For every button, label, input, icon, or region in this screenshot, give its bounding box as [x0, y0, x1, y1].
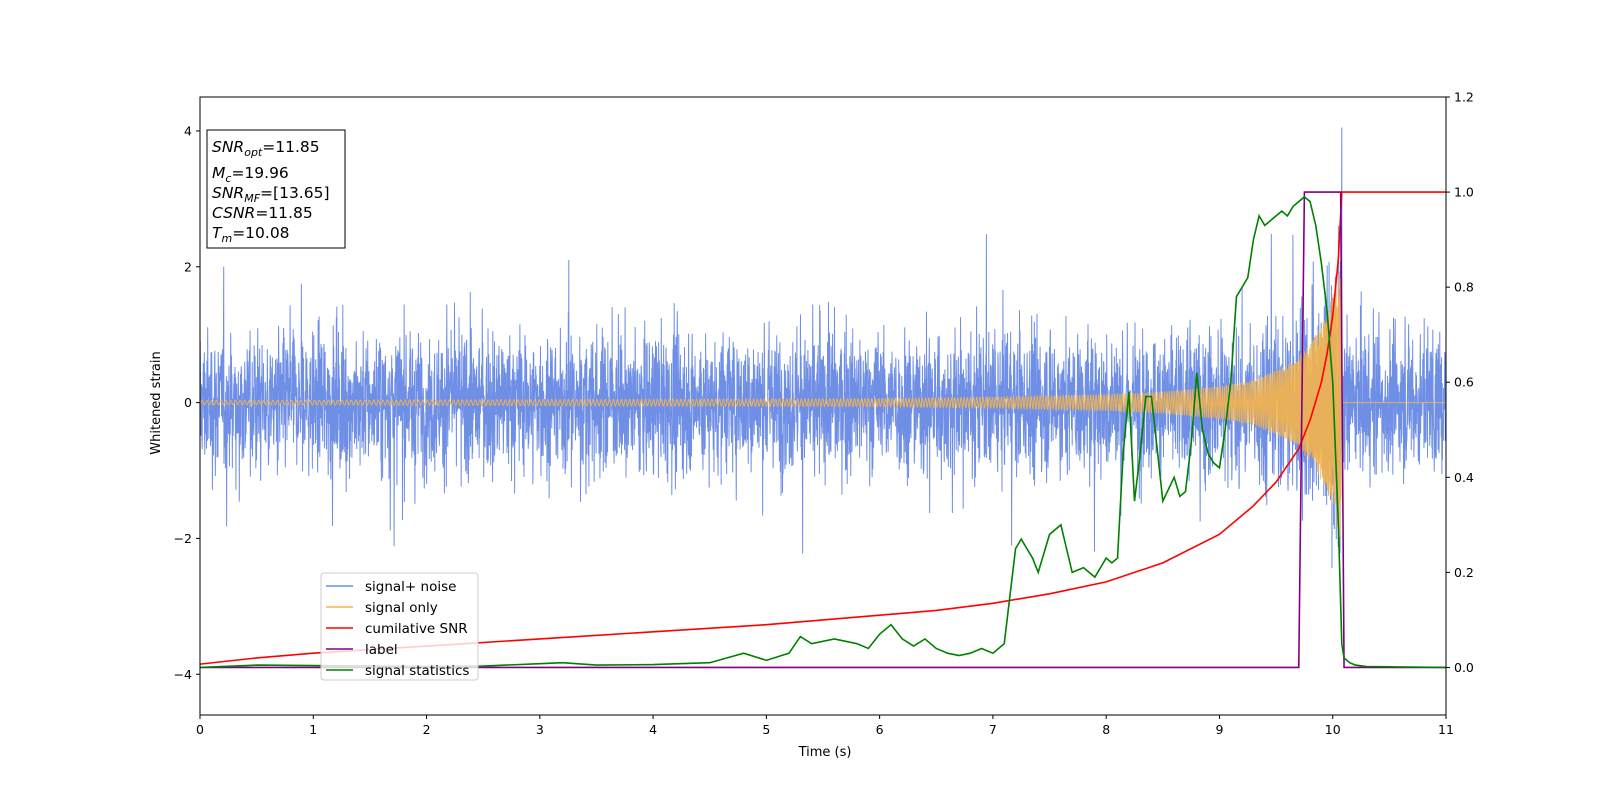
- y-axis-label: Whitened strain: [149, 351, 164, 454]
- plot-frame: [199, 96, 1447, 716]
- x-tick-label: 2: [423, 722, 431, 737]
- legend-label: label: [365, 642, 398, 658]
- y2-tick-label: 1.0: [1454, 185, 1474, 200]
- y-tick-label: 2: [184, 259, 192, 274]
- info-snr-opt: SNRopt=11.85: [212, 138, 320, 159]
- x-tick-label: 8: [1102, 722, 1110, 737]
- y2-tick-label: 0.8: [1454, 280, 1474, 295]
- info-tm: Tm=10.08: [212, 224, 290, 245]
- legend-label: signal+ noise: [365, 579, 456, 595]
- x-tick-label: 1: [309, 722, 317, 737]
- x-tick-label: 5: [762, 722, 770, 737]
- y-tick-label: 0: [184, 395, 192, 410]
- legend-box: [320, 572, 479, 681]
- y2-tick-label: 0.6: [1454, 375, 1474, 390]
- series-signal-only-line: [200, 262, 1446, 538]
- x-tick-label: 3: [536, 722, 544, 737]
- axes: 0 1 2 3 4 5 6 7 8 9 10 11 4 2 0 −2 −4 1.2 1.0 0.8 0.6 0.4 0.2 0…: [174, 90, 1474, 738]
- x-tick-label: 9: [1215, 722, 1223, 737]
- info-csnr: CSNR=11.85: [212, 204, 313, 222]
- series-cumulative-snr-line: [200, 191, 1446, 665]
- series-signal-statistics-line: [200, 195, 1446, 669]
- series-label-line: [200, 191, 1446, 669]
- y2-tick-label: 0.2: [1454, 565, 1474, 580]
- y-tick-label: 4: [184, 123, 192, 138]
- legend-label: signal only: [365, 600, 438, 616]
- legend-label: cumilative SNR: [365, 621, 468, 637]
- x-tick-label: 0: [196, 722, 204, 737]
- info-snr-mf: SNRMF=[13.65]: [212, 184, 330, 205]
- y-tick-label: −2: [174, 531, 192, 546]
- y2-tick-label: 0.4: [1454, 470, 1474, 485]
- y2-tick-label: 0.0: [1454, 660, 1474, 675]
- x-tick-label: 7: [989, 722, 997, 737]
- x-tick-label: 11: [1438, 722, 1454, 737]
- x-axis-label: Time (s): [798, 745, 852, 760]
- info-box: SNRopt=11.85 Mc=19.96 SNRMF=[13.65] CSNR…: [206, 129, 346, 249]
- plot-area: [200, 127, 1446, 669]
- x-tick-label: 10: [1325, 722, 1341, 737]
- x-tick-label: 6: [876, 722, 884, 737]
- legend-label: signal statistics: [365, 663, 469, 679]
- y2-tick-label: 1.2: [1454, 90, 1474, 105]
- legend: signal+ noise signal only cumilative SNR la…: [320, 572, 479, 681]
- x-tick-label: 4: [649, 722, 657, 737]
- series-signal-noise-line: [200, 127, 1446, 569]
- y-tick-label: −4: [174, 667, 192, 682]
- info-mc: Mc=19.96: [212, 164, 289, 185]
